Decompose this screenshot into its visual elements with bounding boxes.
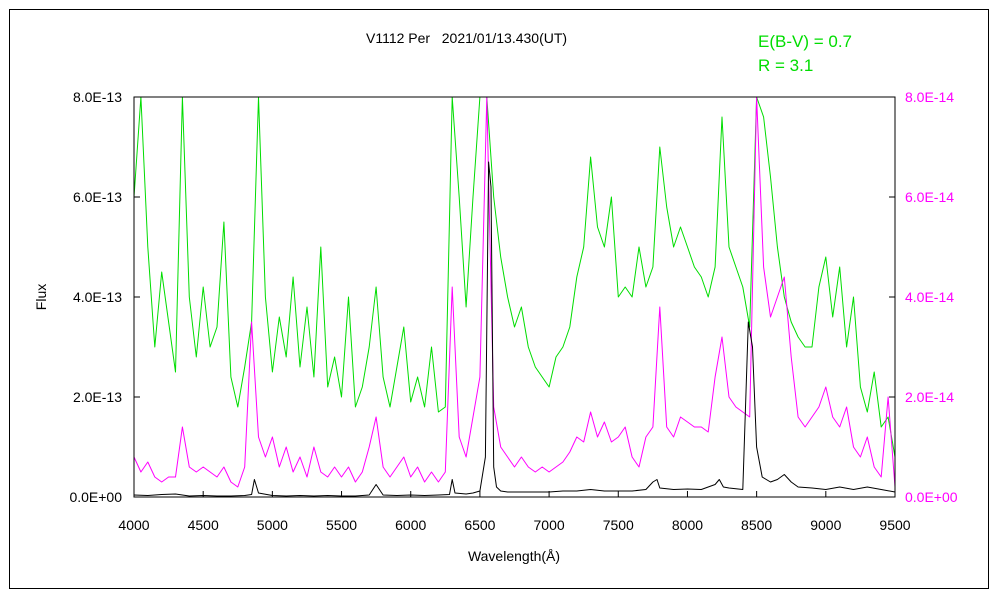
chart-title: V1112 Per 2021/01/13.430(UT) [366, 30, 568, 46]
y-right-tick-label-1: 2.0E-14 [905, 389, 954, 405]
y-left-tick-label-4: 8.0E-13 [73, 89, 122, 105]
x-tick-label-5: 6500 [464, 517, 495, 533]
x-tick-label-8: 8000 [672, 517, 703, 533]
y-right-tick-label-0: 0.0E+00 [905, 489, 958, 505]
y-axis-label: Flux [33, 284, 49, 310]
series-line-2 [133, 161, 896, 497]
x-tick-label-3: 5500 [326, 517, 357, 533]
series-layer [133, 96, 896, 497]
series-line-0 [133, 96, 896, 458]
x-tick-label-9: 8500 [741, 517, 772, 533]
x-tick-label-10: 9000 [810, 517, 841, 533]
y-right-tick-label-3: 6.0E-14 [905, 189, 954, 205]
y-left-tick-label-2: 4.0E-13 [73, 289, 122, 305]
x-tick-label-11: 9500 [879, 517, 910, 533]
y-left-tick-label-1: 2.0E-13 [73, 389, 122, 405]
y-right-tick-label-2: 4.0E-14 [905, 289, 954, 305]
x-tick-label-2: 5000 [257, 517, 288, 533]
x-tick-label-4: 6000 [395, 517, 426, 533]
x-tick-label-0: 4000 [118, 517, 149, 533]
ticks-layer: 4000 4500 5000 5500 6000 6500 7000 7500 8000 8500… [69, 89, 957, 533]
plot-area [133, 96, 896, 498]
x-axis-label: Wavelength(Å) [468, 548, 560, 564]
annotation-extinction: E(B-V) = 0.7 [758, 32, 853, 51]
series-line-1 [133, 96, 896, 488]
x-tick-label-1: 4500 [188, 517, 219, 533]
annotation-ratio: R = 3.1 [758, 56, 814, 75]
y-left-tick-label-3: 6.0E-13 [73, 189, 122, 205]
y-right-tick-label-4: 8.0E-14 [905, 89, 954, 105]
x-tick-label-6: 7000 [534, 517, 565, 533]
y-left-tick-label-0: 0.0E+00 [69, 489, 122, 505]
x-tick-label-7: 7500 [603, 517, 634, 533]
